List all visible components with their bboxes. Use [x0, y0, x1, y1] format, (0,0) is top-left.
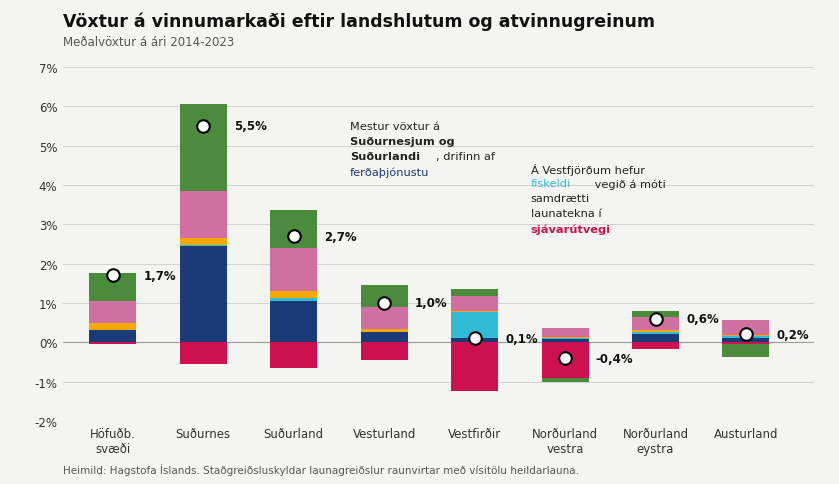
Text: Mestur vöxtur á: Mestur vöxtur á [350, 122, 440, 132]
Bar [541, 337, 588, 338]
Bar [361, 286, 408, 308]
Bar [632, 331, 679, 333]
Bar [722, 337, 769, 338]
Bar [270, 291, 317, 298]
Bar [89, 330, 136, 331]
Bar [722, 345, 769, 357]
Bar [541, 329, 588, 337]
Bar [451, 343, 498, 392]
Text: -0,4%: -0,4% [596, 352, 633, 365]
Bar [632, 343, 679, 349]
Bar [722, 335, 769, 337]
Text: Suðurnesjum og: Suðurnesjum og [350, 137, 455, 147]
Bar [89, 274, 136, 302]
Bar [541, 343, 588, 378]
Bar [180, 239, 227, 245]
Text: , drifinn af: , drifinn af [435, 152, 495, 162]
Text: ferðaþjónustu: ferðaþjónustu [350, 166, 429, 177]
Bar [270, 343, 317, 368]
Bar [361, 329, 408, 332]
Text: vegið á móti: vegið á móti [591, 179, 666, 189]
Bar [632, 335, 679, 343]
Text: launatekna í: launatekna í [530, 209, 602, 219]
Bar [180, 245, 227, 246]
Text: 0,6%: 0,6% [686, 313, 719, 326]
Bar [89, 331, 136, 343]
Text: Á Vestfjörðum hefur: Á Vestfjörðum hefur [530, 164, 644, 176]
Text: Heimild: Hagstofa Íslands. Staðgreiðsluskyldar launagreiðslur raunvirtar með vís: Heimild: Hagstofa Íslands. Staðgreiðslus… [63, 463, 579, 475]
Bar [89, 343, 136, 345]
Bar [180, 343, 227, 364]
Bar [270, 298, 317, 302]
Bar [180, 246, 227, 343]
Text: 2,7%: 2,7% [325, 230, 357, 243]
Bar [361, 332, 408, 333]
Text: Meðalvöxtur á ári 2014-2023: Meðalvöxtur á ári 2014-2023 [63, 36, 234, 49]
Bar [632, 311, 679, 318]
Bar [180, 192, 227, 239]
Bar [361, 333, 408, 343]
Bar [541, 338, 588, 339]
Text: sjávarútvegi: sjávarútvegi [530, 224, 611, 234]
Text: 1,0%: 1,0% [414, 297, 447, 310]
Bar [361, 308, 408, 329]
Bar [270, 211, 317, 248]
Text: 0,1%: 0,1% [505, 332, 538, 345]
Bar [89, 323, 136, 330]
Text: 5,5%: 5,5% [234, 120, 267, 133]
Bar [451, 289, 498, 296]
Text: Vöxtur á vinnumarkaði eftir landshlutum og atvinnugreinum: Vöxtur á vinnumarkaði eftir landshlutum … [63, 12, 655, 30]
Bar [270, 248, 317, 291]
Bar [451, 338, 498, 343]
Text: samdrætti: samdrætti [530, 194, 590, 204]
Bar [451, 312, 498, 338]
Bar [180, 105, 227, 191]
Bar [451, 311, 498, 312]
Bar [722, 343, 769, 345]
Bar [451, 296, 498, 311]
Bar [632, 318, 679, 331]
Text: Suðurlandi: Suðurlandi [350, 152, 420, 162]
Text: 1,7%: 1,7% [143, 269, 176, 282]
Bar [89, 302, 136, 323]
Bar [541, 339, 588, 343]
Bar [722, 338, 769, 343]
Bar [722, 320, 769, 335]
Bar [541, 378, 588, 383]
Text: fiskeldi: fiskeldi [530, 179, 571, 189]
Bar [361, 343, 408, 360]
Bar [632, 333, 679, 335]
Bar [270, 302, 317, 343]
Text: 0,2%: 0,2% [777, 328, 810, 341]
